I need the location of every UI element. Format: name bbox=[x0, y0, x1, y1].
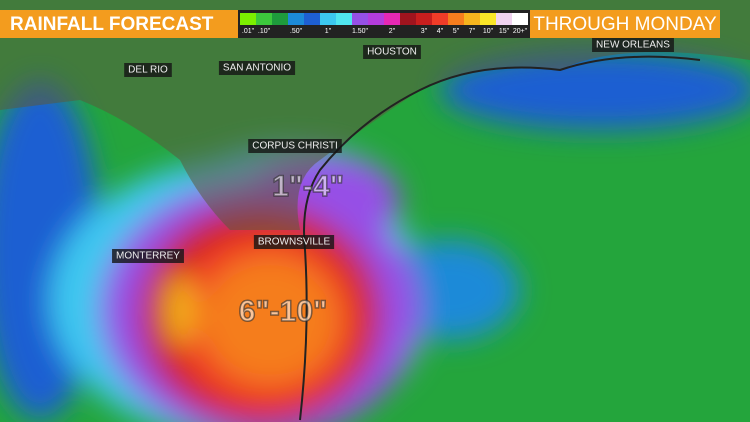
legend-label: 7" bbox=[469, 28, 476, 35]
legend-swatch bbox=[288, 13, 304, 25]
city-label: HOUSTON bbox=[367, 47, 417, 58]
legend-swatch bbox=[272, 13, 288, 25]
city-label: BROWNSVILLE bbox=[258, 237, 331, 248]
city-box bbox=[124, 63, 172, 77]
city-box bbox=[253, 235, 335, 249]
legend-swatch bbox=[480, 13, 496, 25]
legend-swatch bbox=[352, 13, 368, 25]
legend-label: 5" bbox=[453, 28, 460, 35]
amount-label: 6"-10" bbox=[239, 295, 328, 328]
legend-label: 1" bbox=[325, 28, 332, 35]
legend-label: 3" bbox=[421, 28, 428, 35]
cities: HOUSTON NEW ORLEANS SAN ANTONIO DEL RIO CORP… bbox=[112, 38, 674, 263]
legend-label: 20+" bbox=[513, 28, 528, 35]
subtitle: THROUGH MONDAY bbox=[533, 14, 717, 35]
legend-swatch bbox=[416, 13, 432, 25]
legend-label: 10" bbox=[483, 28, 494, 35]
legend-swatch bbox=[368, 13, 384, 25]
legend-swatch bbox=[400, 13, 416, 25]
legend-label: 4" bbox=[437, 28, 444, 35]
legend-label: .01" bbox=[242, 28, 255, 35]
legend-swatch bbox=[496, 13, 512, 25]
legend-label: 1.50" bbox=[352, 28, 369, 35]
legend-swatch bbox=[464, 13, 480, 25]
city-box bbox=[112, 249, 184, 263]
legend-swatch bbox=[304, 13, 320, 25]
city-box bbox=[592, 38, 674, 52]
legend-swatch bbox=[240, 13, 256, 25]
city-box bbox=[248, 139, 342, 153]
city-label: CORPUS CHRISTI bbox=[252, 141, 338, 152]
legend-label: 2" bbox=[389, 28, 396, 35]
city-label: NEW ORLEANS bbox=[596, 40, 670, 51]
legend-swatch bbox=[256, 13, 272, 25]
city-box bbox=[363, 45, 421, 59]
legend-swatch bbox=[512, 13, 528, 25]
land bbox=[0, 0, 750, 230]
subtitle-bar bbox=[530, 10, 720, 38]
city-box bbox=[218, 61, 296, 75]
coastline bbox=[299, 55, 701, 421]
city-label: DEL RIO bbox=[128, 65, 168, 76]
city-label: SAN ANTONIO bbox=[223, 63, 291, 74]
title-bar bbox=[0, 10, 238, 38]
amount-label: 1"-4" bbox=[272, 170, 344, 203]
city-label: MONTERREY bbox=[116, 251, 180, 262]
legend-label: 15" bbox=[499, 28, 510, 35]
legend-swatch bbox=[448, 13, 464, 25]
legend-swatch bbox=[336, 13, 352, 25]
legend-swatch bbox=[384, 13, 400, 25]
title: RAINFALL FORECAST bbox=[10, 14, 214, 35]
legend-swatch bbox=[320, 13, 336, 25]
legend-label: .50" bbox=[290, 28, 303, 35]
legend-label: .10" bbox=[258, 28, 271, 35]
legend: .01" .10" .50" 1" 1.50" 2" 3" 4" 5" 7" 10" 15" 20+" bbox=[240, 13, 528, 35]
legend-swatch bbox=[432, 13, 448, 25]
